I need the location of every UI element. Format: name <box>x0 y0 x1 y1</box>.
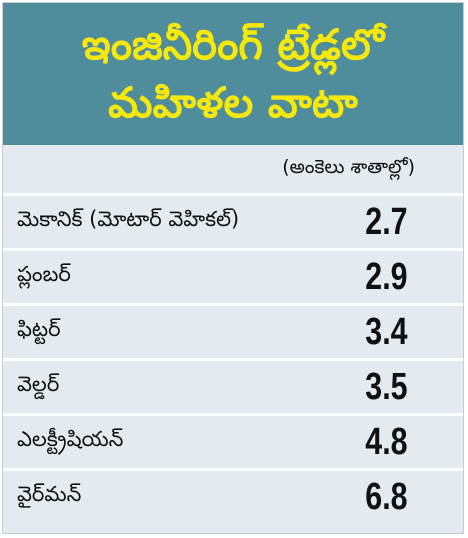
table-row: వైర్‌మన్ 6.8 <box>3 471 463 523</box>
trade-name: మెకానిక్ (మోటార్ వెహికల్) <box>17 207 240 231</box>
trade-name: ఫిట్టర్ <box>17 317 61 341</box>
unit-note: (అంకెలు శాతాల్లో) <box>3 145 463 196</box>
title-line: ఇంజినీరింగ్ ట్రేడ్లలో <box>81 20 385 69</box>
share-value: 3.5 <box>365 365 408 408</box>
infographic: ఇంజినీరింగ్ ట్రేడ్లలో మహిళల వాటా (అంకెలు… <box>2 2 464 534</box>
table-row: ఎలక్ట్రీషియన్ 4.8 <box>3 416 463 471</box>
table-row: ఫిట్టర్ 3.4 <box>3 306 463 361</box>
share-value: 6.8 <box>365 475 408 518</box>
share-value: 3.4 <box>365 310 408 353</box>
table: మెకానిక్ (మోటార్ వెహికల్) 2.7 ప్లంబర్ 2.9 ఫి… <box>3 196 463 523</box>
trade-name: వైర్‌మన్ <box>17 482 82 506</box>
trade-name: ప్లంబర్ <box>17 262 71 286</box>
table-row: వెల్డర్ 3.5 <box>3 361 463 416</box>
trade-name: ఎలక్ట్రీషియన్ <box>17 427 124 451</box>
table-row: మెకానిక్ (మోటార్ వెహికల్) 2.7 <box>3 196 463 251</box>
trade-name: వెల్డర్ <box>17 372 60 396</box>
share-value: 4.8 <box>365 420 408 463</box>
share-value: 2.7 <box>365 200 408 243</box>
share-value: 2.9 <box>365 255 408 298</box>
title-line: మహిళల వాటా <box>108 78 358 127</box>
header: ఇంజినీరింగ్ ట్రేడ్లలో మహిళల వాటా <box>3 3 463 145</box>
table-row: ప్లంబర్ 2.9 <box>3 251 463 306</box>
